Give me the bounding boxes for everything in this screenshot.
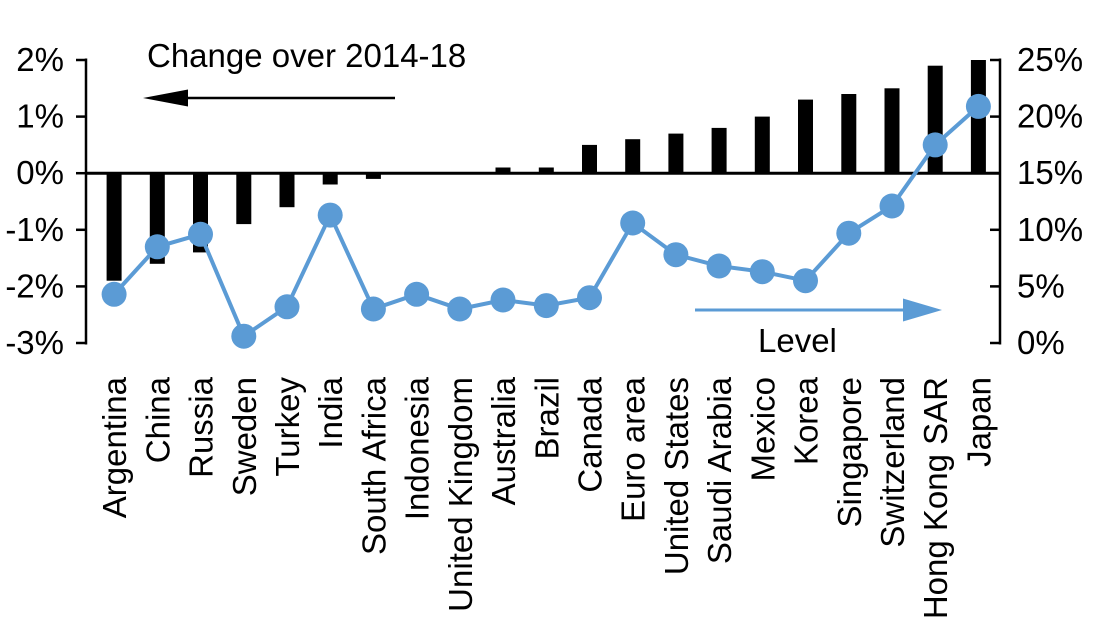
level-marker [274,294,300,320]
line-series-label: Level [758,322,837,359]
category-label: Russia [183,376,220,478]
right-axis-tick-label: 0% [1017,324,1065,361]
category-label: Sweden [226,377,263,496]
left-axis-tick-label: 2% [16,41,64,78]
level-marker [533,293,559,319]
bar [841,94,857,174]
left-axis-tick-label: 1% [16,98,64,135]
category-label: Japan [960,377,997,467]
level-marker [663,242,689,268]
category-label: Korea [788,376,825,465]
category-axis-labels: Argentina China Russia Sweden Turkey India Sou… [96,376,997,619]
left-axis-tick-label: 0% [16,154,64,191]
level-marker [404,281,430,307]
bar [798,99,813,174]
right-axis-tick-label: 5% [1017,267,1065,304]
left-arrow-head-icon [143,89,188,107]
right-axis-tick-label: 25% [1017,41,1083,78]
bar [538,167,554,174]
category-label: Brazil [528,377,565,460]
category-label: Switzerland [874,377,911,548]
level-marker [360,296,386,322]
category-label: Argentina [96,376,133,518]
bar [322,173,338,185]
level-marker [706,253,732,279]
right-axis-tick-label: 10% [1017,211,1083,248]
category-label: Australia [485,376,522,505]
level-marker [490,287,516,313]
bar [365,173,381,179]
level-marker [749,259,775,285]
level-marker [101,281,127,307]
level-marker [965,93,991,119]
level-marker [793,268,818,294]
left-axis-tick-label: -3% [5,324,64,361]
bar-series-label: Change over 2014-18 [147,37,466,74]
bar [582,144,597,174]
right-axis-tick-label: 20% [1017,98,1083,135]
bar [495,167,511,174]
bar [668,133,684,174]
category-label: Canada [572,376,609,492]
level-marker [620,210,646,236]
category-label: Mexico [744,377,781,482]
category-label: China [139,376,176,463]
bar [236,173,252,225]
level-marker [317,202,343,228]
left-axis-tick-label: -1% [5,211,64,248]
bar [106,173,122,281]
level-marker [231,323,257,349]
bar [884,88,900,174]
bar [279,173,295,208]
category-label: Euro area [615,376,652,522]
category-label: Singapore [831,377,868,527]
category-label: India [312,376,349,448]
right-arrow-head-icon [903,298,942,322]
category-label: United Kingdom [442,377,479,612]
category-label: South Africa [355,376,392,555]
bar-series [106,60,986,281]
level-marker [922,132,948,158]
level-marker [577,285,602,311]
category-label: United States [658,377,695,575]
category-label: Indonesia [399,376,436,520]
level-marker [144,234,170,260]
level-marker [836,220,862,246]
level-marker [879,193,905,219]
right-axis-tick-label: 15% [1017,154,1083,191]
bar [754,116,770,174]
category-label: Hong Kong SAR [917,377,954,619]
level-marker [188,221,213,247]
bar [625,139,641,174]
category-label: Saudi Arabia [701,376,738,564]
left-axis-tick-label: -2% [5,267,64,304]
line-series [101,93,991,349]
level-marker [447,296,473,322]
bar [711,127,727,174]
category-label: Turkey [269,377,306,477]
